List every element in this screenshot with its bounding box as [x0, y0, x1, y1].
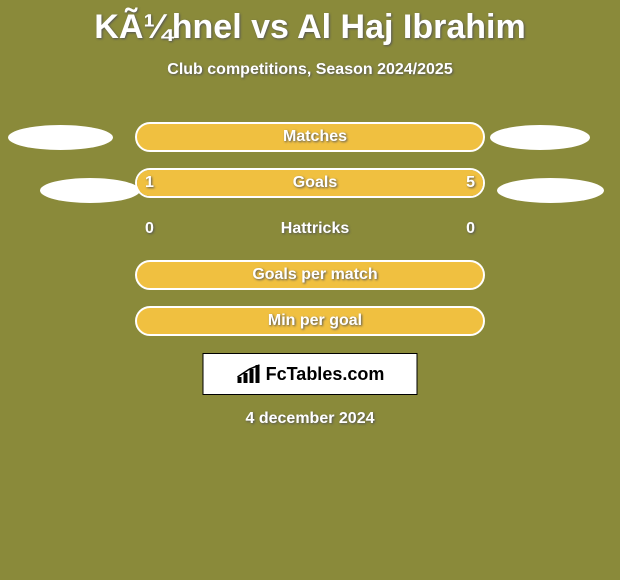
stat-label: Goals	[283, 168, 337, 198]
avatar-placeholder	[8, 125, 113, 150]
stat-value-right: 5	[466, 168, 475, 198]
date-text: 4 december 2024	[246, 410, 375, 428]
stat-row: Goals per match	[135, 260, 485, 290]
page-title: KÃ¼hnel vs Al Haj Ibrahim	[0, 0, 620, 47]
stat-label: Matches	[273, 122, 347, 152]
stat-row: Hattricks 0 0	[135, 214, 485, 244]
bar-chart-icon	[236, 363, 262, 385]
stat-row: Matches	[135, 122, 485, 152]
avatar-placeholder	[40, 178, 140, 203]
stat-row: Min per goal	[135, 306, 485, 336]
stat-row: Goals 1 5	[135, 168, 485, 198]
stat-label: Hattricks	[271, 214, 349, 244]
avatar-placeholder	[497, 178, 604, 203]
stat-value-left: 0	[145, 214, 154, 244]
stat-bar-right	[195, 170, 483, 196]
stat-label: Min per goal	[258, 306, 362, 336]
fctables-logo: FcTables.com	[203, 353, 418, 395]
stat-label: Goals per match	[242, 260, 377, 290]
stat-value-left: 1	[145, 168, 154, 198]
page-subtitle: Club competitions, Season 2024/2025	[0, 61, 620, 79]
logo-text: FcTables.com	[266, 364, 385, 385]
stat-value-right: 0	[466, 214, 475, 244]
avatar-placeholder	[490, 125, 590, 150]
